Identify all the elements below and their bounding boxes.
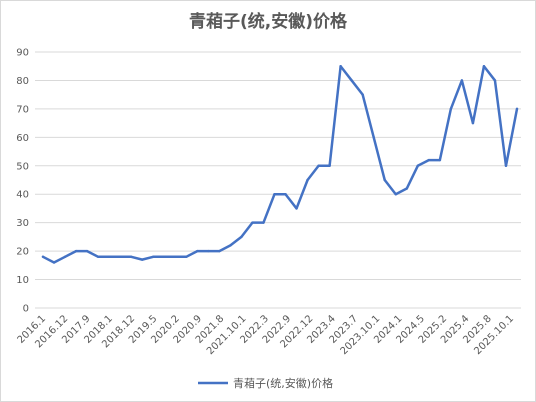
data-point — [504, 164, 508, 167]
y-tick-label: 50 — [16, 161, 29, 172]
data-point — [383, 178, 386, 182]
y-tick-label: 0 — [23, 304, 29, 315]
y-tick-label: 70 — [16, 104, 29, 115]
data-point — [118, 255, 122, 258]
data-point — [74, 249, 78, 253]
data-point — [262, 221, 265, 224]
data-point — [41, 255, 45, 258]
data-point — [63, 255, 67, 258]
data-point — [295, 207, 298, 210]
data-point — [96, 255, 100, 258]
data-point — [129, 255, 133, 258]
data-point — [306, 178, 309, 182]
data-point — [174, 255, 177, 258]
data-point — [471, 121, 475, 125]
data-point — [350, 79, 353, 82]
y-tick-label: 20 — [16, 247, 29, 258]
data-point — [229, 244, 232, 247]
data-point — [328, 164, 331, 167]
chart-title: 青葙子(统,安徽)价格 — [189, 11, 348, 32]
data-point — [207, 249, 210, 253]
data-point — [284, 193, 287, 196]
data-point — [52, 261, 56, 264]
data-point — [163, 255, 166, 258]
data-point — [240, 235, 243, 239]
x-axis-ticks: 2016.12016.122017.92018.12018.122019.520… — [16, 313, 517, 357]
data-point — [339, 65, 342, 68]
y-tick-label: 60 — [16, 133, 29, 144]
y-tick-label: 30 — [16, 218, 29, 229]
data-point — [185, 255, 188, 258]
gridlines — [35, 51, 521, 309]
data-point — [85, 249, 89, 253]
data-point — [394, 193, 397, 196]
data-point — [515, 107, 519, 111]
data-point — [416, 164, 419, 167]
data-point — [438, 158, 442, 162]
legend-label: 青葙子(统,安徽)价格 — [233, 376, 333, 390]
legend: 青葙子(统,安徽)价格 — [198, 376, 333, 390]
data-point — [405, 187, 408, 190]
y-axis-ticks: 0 10 20 30 40 50 60 70 80 90 — [16, 48, 29, 315]
data-point — [273, 193, 276, 196]
data-point — [107, 255, 111, 258]
data-point — [251, 221, 254, 224]
y-tick-label: 40 — [16, 190, 29, 201]
data-point — [141, 258, 144, 261]
data-point — [196, 249, 199, 253]
data-point — [317, 164, 320, 167]
data-point — [152, 255, 155, 258]
series-layer — [41, 64, 519, 264]
data-point — [493, 79, 497, 82]
series-line — [41, 64, 519, 264]
data-point — [482, 65, 486, 68]
y-tick-label: 80 — [16, 76, 29, 87]
data-point — [361, 93, 364, 96]
data-point — [449, 107, 453, 111]
y-tick-label: 90 — [16, 48, 29, 59]
data-point — [372, 136, 375, 139]
data-point — [218, 249, 221, 253]
y-tick-label: 10 — [16, 275, 29, 286]
data-point — [460, 79, 464, 82]
data-point — [427, 158, 431, 162]
